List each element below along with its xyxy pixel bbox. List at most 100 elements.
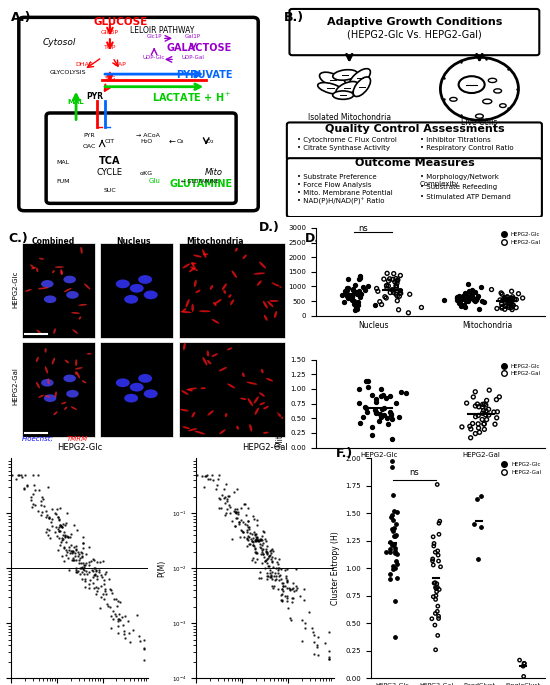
Point [405,289,414,300]
Point [500,294,509,305]
Text: • Inhibitor Titrations: • Inhibitor Titrations [420,137,491,143]
Point [392,288,400,299]
Point [460,301,469,312]
Point [468,292,476,303]
Point [465,293,474,304]
Point [387,409,395,420]
Point [431,594,440,605]
Point [515,655,524,666]
Ellipse shape [191,303,194,312]
Point [392,572,401,583]
Ellipse shape [144,389,158,398]
Ellipse shape [266,378,273,382]
Point [507,286,516,297]
Point [393,295,402,306]
Ellipse shape [257,280,262,286]
Point [429,532,438,543]
Point [386,536,394,547]
Ellipse shape [207,360,211,364]
Ellipse shape [213,302,217,306]
Text: • Substrate Refeeding: • Substrate Refeeding [420,184,497,190]
Ellipse shape [277,412,283,419]
Point [378,403,387,414]
Ellipse shape [494,89,502,93]
Ellipse shape [144,290,158,299]
Point [473,292,482,303]
Point [500,295,509,306]
Ellipse shape [130,383,144,392]
Ellipse shape [483,99,492,103]
Point [393,290,402,301]
Point [465,293,474,304]
Ellipse shape [43,287,48,289]
Ellipse shape [31,267,36,269]
Ellipse shape [39,395,44,398]
Point [350,299,359,310]
Point [519,660,527,671]
Text: GlcBP: GlcBP [101,30,119,35]
Point [340,296,349,307]
Point [364,280,373,291]
Ellipse shape [227,347,232,350]
Point [338,289,347,300]
Point [375,416,383,427]
Y-axis label: P(M): P(M) [157,560,167,577]
Text: • Mito. Membrane Potential: • Mito. Membrane Potential [297,190,393,196]
Point [478,408,487,419]
Ellipse shape [80,247,82,254]
Point [367,429,376,440]
Text: TGP: TGP [104,45,116,50]
Point [432,578,441,589]
Point [471,287,480,298]
Text: CIT: CIT [105,140,115,145]
Point [429,591,438,602]
Text: Mito: Mito [205,168,223,177]
Ellipse shape [36,357,38,362]
Ellipse shape [195,290,201,293]
Point [384,280,393,291]
Point [371,397,380,408]
Point [384,275,393,286]
Ellipse shape [254,397,259,403]
Point [474,410,483,421]
Point [468,418,477,429]
Point [379,389,388,400]
Point [388,414,397,425]
Ellipse shape [188,389,192,392]
Point [383,419,392,429]
Point [356,292,365,303]
Point [464,295,472,306]
Ellipse shape [66,390,79,397]
Point [354,398,363,409]
Point [429,560,438,571]
Point [382,280,391,291]
Point [364,382,373,393]
Point [458,421,466,432]
Point [343,273,352,284]
Text: • Force Flow Analysis: • Force Flow Analysis [297,182,372,188]
Ellipse shape [488,78,497,82]
Point [476,491,485,502]
Point [353,289,361,300]
Point [498,295,507,306]
Point [504,302,513,313]
Title: HEPG2-Gal: HEPG2-Gal [242,443,288,452]
Text: GLYCOLYSIS: GLYCOLYSIS [50,70,86,75]
Text: TMRM: TMRM [67,436,88,442]
Ellipse shape [84,284,90,290]
Ellipse shape [55,266,64,268]
Point [351,279,360,290]
Text: • Respiratory Control Ratio: • Respiratory Control Ratio [420,145,513,151]
Point [476,282,485,292]
Point [387,408,396,419]
Point [493,406,502,417]
Point [470,296,479,307]
Text: H₂O: H₂O [140,140,152,145]
Point [379,403,388,414]
Ellipse shape [499,103,506,108]
Text: D.): D.) [258,221,279,234]
Ellipse shape [227,384,235,388]
Point [508,293,517,304]
Point [433,601,442,612]
Point [519,671,528,682]
